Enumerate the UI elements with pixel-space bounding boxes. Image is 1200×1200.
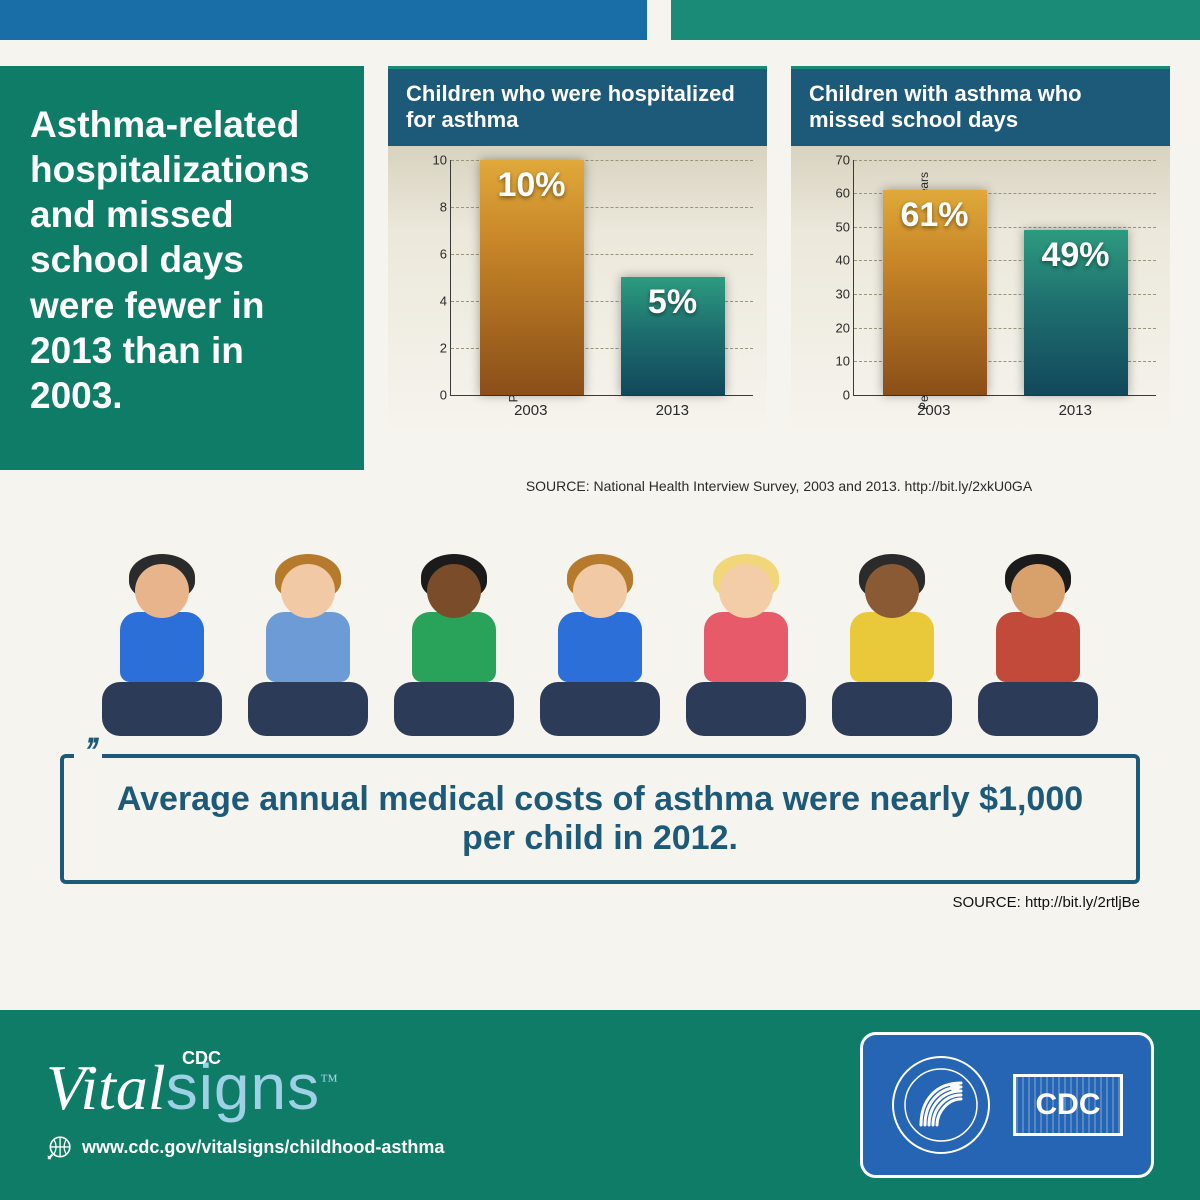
xtick: 2003 xyxy=(882,402,986,419)
brand-tm: ™ xyxy=(320,1070,338,1090)
xtick: 2003 xyxy=(479,402,583,419)
child-figure xyxy=(530,536,670,736)
cdc-block-logo: CDC xyxy=(1013,1074,1123,1136)
chart-missed-school: Children with asthma who missed school d… xyxy=(791,66,1170,470)
charts-source: SOURCE: National Health Interview Survey… xyxy=(388,478,1170,494)
ytick: 6 xyxy=(421,246,447,261)
callout-wrap: ’’ Average annual medical costs of asthm… xyxy=(0,736,1200,884)
child-figure xyxy=(238,536,378,736)
ytick: 2 xyxy=(421,340,447,355)
bar-label: 10% xyxy=(480,166,584,205)
bar-2003: 61% xyxy=(883,190,987,395)
stripe-blue xyxy=(0,0,647,40)
bar-label: 49% xyxy=(1024,236,1128,275)
footer: CDC Vitalsigns™ www.cdc.gov/vitalsigns/c… xyxy=(0,1010,1200,1200)
brand-cdc-small: CDC xyxy=(182,1048,221,1069)
chart2-xticks: 2003 2013 xyxy=(853,396,1156,419)
bar-2013: 49% xyxy=(1024,230,1128,395)
footer-url-row: www.cdc.gov/vitalsigns/childhood-asthma xyxy=(46,1135,444,1161)
ytick: 20 xyxy=(824,320,850,335)
quote-mark-icon: ’’ xyxy=(74,738,102,773)
globe-icon xyxy=(46,1135,72,1161)
charts-holder: Children who were hospitalized for asthm… xyxy=(388,66,1170,470)
main-row: Asthma-related hospitalizations and miss… xyxy=(0,40,1200,470)
ytick: 30 xyxy=(824,287,850,302)
brand-block: CDC Vitalsigns™ www.cdc.gov/vitalsigns/c… xyxy=(46,1050,444,1161)
ytick: 60 xyxy=(824,186,850,201)
bar-label: 61% xyxy=(883,196,987,235)
chart1-xticks: 2003 2013 xyxy=(450,396,753,419)
ytick: 40 xyxy=(824,253,850,268)
chart2-title: Children with asthma who missed school d… xyxy=(791,66,1170,146)
child-figure xyxy=(384,536,524,736)
ytick: 8 xyxy=(421,199,447,214)
chart1-plot: 0246810 10%5% xyxy=(450,160,753,396)
children-illustration xyxy=(0,494,1200,736)
chart2-body: Percent (%) missing school, ages 5-17 ye… xyxy=(791,146,1170,436)
bar-2013: 5% xyxy=(621,277,725,395)
ytick: 10 xyxy=(824,354,850,369)
xtick: 2013 xyxy=(1023,402,1127,419)
bar-2003: 10% xyxy=(480,160,584,395)
child-figure xyxy=(676,536,816,736)
footer-url: www.cdc.gov/vitalsigns/childhood-asthma xyxy=(82,1137,444,1158)
headline-text: Asthma-related hospitalizations and miss… xyxy=(30,104,310,416)
child-figure xyxy=(822,536,962,736)
chart1-title: Children who were hospitalized for asthm… xyxy=(388,66,767,146)
chart2-plot: 010203040506070 61%49% xyxy=(853,160,1156,396)
child-figure xyxy=(92,536,232,736)
ytick: 0 xyxy=(421,387,447,402)
agency-badge: CDC xyxy=(860,1032,1154,1178)
ytick: 10 xyxy=(421,152,447,167)
vitalsigns-logo: CDC Vitalsigns™ xyxy=(46,1050,444,1125)
cost-callout: Average annual medical costs of asthma w… xyxy=(60,754,1140,884)
ytick: 0 xyxy=(824,387,850,402)
headline-box: Asthma-related hospitalizations and miss… xyxy=(0,66,364,470)
bar-label: 5% xyxy=(621,283,725,322)
chart1-body: Percent (%) hospitalized, ages 0-17 year… xyxy=(388,146,767,436)
ytick: 50 xyxy=(824,219,850,234)
hhs-seal-icon xyxy=(891,1055,991,1155)
child-figure xyxy=(968,536,1108,736)
chart-hospitalized: Children who were hospitalized for asthm… xyxy=(388,66,767,470)
xtick: 2013 xyxy=(620,402,724,419)
callout-source: SOURCE: http://bit.ly/2rtljBe xyxy=(0,884,1200,911)
ytick: 70 xyxy=(824,152,850,167)
ytick: 4 xyxy=(421,293,447,308)
stripe-teal xyxy=(671,0,1200,40)
top-stripes xyxy=(0,0,1200,40)
stripe-gap xyxy=(647,0,671,40)
brand-vital: Vital xyxy=(46,1052,166,1123)
